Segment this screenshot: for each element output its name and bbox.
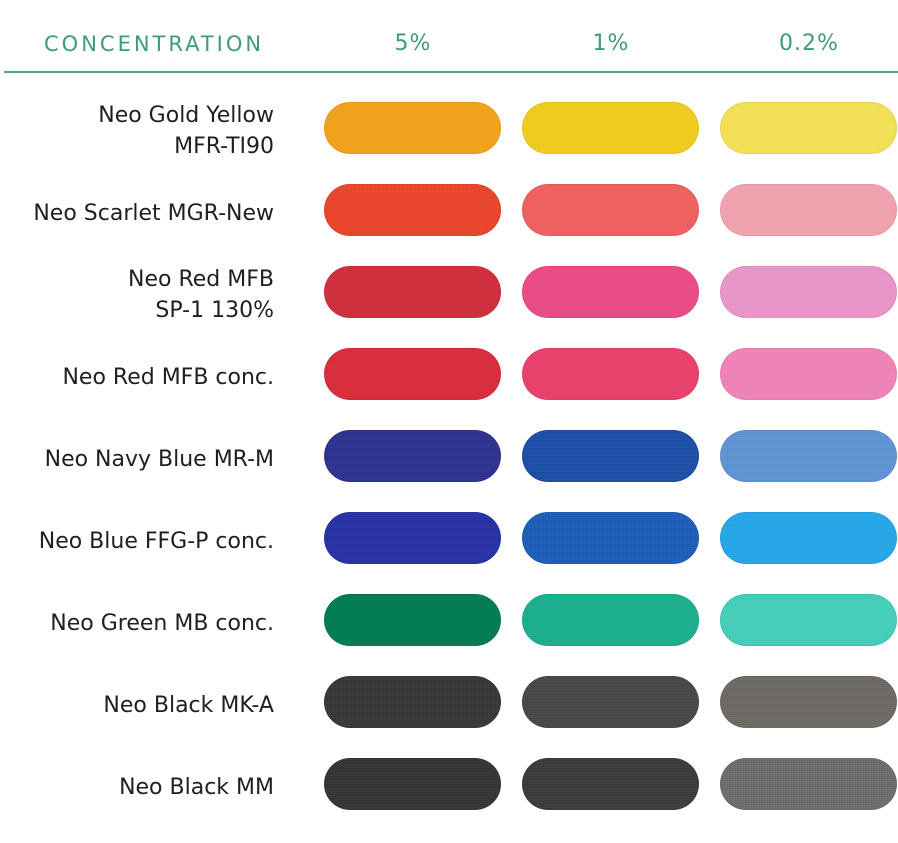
header-divider [4,71,898,73]
dye-row-neo-green: Neo Green MB conc. [0,590,898,656]
color-swatch-0-2-percent [720,184,897,236]
color-swatch-1-percent [522,348,699,400]
color-swatch-5-percent [324,184,501,236]
color-swatch-5-percent [324,512,501,564]
color-swatch-1-percent [522,102,699,154]
color-swatch-1-percent [522,676,699,728]
color-swatch-1-percent [522,430,699,482]
color-swatch-5-percent [324,348,501,400]
dye-name-label: Neo Scarlet MGR-New [0,180,274,246]
dye-row-neo-scarlet: Neo Scarlet MGR-New [0,180,898,246]
dye-name-label: Neo Gold Yellow MFR-TI90 [0,98,274,164]
dye-name-line-1: Neo Black MM [119,774,274,800]
dye-row-neo-red-mfb-sp1: Neo Red MFB SP-1 130% [0,262,898,328]
dye-name-label: Neo Black MM [0,754,274,820]
dye-name-label: Neo Red MFB SP-1 130% [0,262,274,328]
color-swatch-1-percent [522,266,699,318]
dye-row-neo-black-mm: Neo Black MM [0,754,898,820]
dye-row-neo-gold-yellow: Neo Gold Yellow MFR-TI90 [0,98,898,164]
color-swatch-0-2-percent [720,676,897,728]
dye-row-neo-red-mfb-conc: Neo Red MFB conc. [0,344,898,410]
color-swatch-1-percent [522,758,699,810]
color-swatch-5-percent [324,102,501,154]
dye-name-label: Neo Black MK-A [0,672,274,738]
color-swatch-1-percent [522,184,699,236]
dye-row-neo-navy-blue: Neo Navy Blue MR-M [0,426,898,492]
dye-name-line-2: SP-1 130% [155,298,274,323]
concentration-header: CONCENTRATION 5% 1% 0.2% [0,0,898,74]
dye-name-line-1: Neo Blue FFG-P conc. [38,528,274,554]
color-swatch-0-2-percent [720,512,897,564]
dye-name-line-2: MFR-TI90 [174,134,274,159]
color-swatch-5-percent [324,594,501,646]
color-swatch-0-2-percent [720,430,897,482]
dye-name-line-1: Neo Scarlet MGR-New [33,200,274,226]
color-swatch-0-2-percent [720,758,897,810]
dye-row-neo-black-mk-a: Neo Black MK-A [0,672,898,738]
color-swatch-5-percent [324,758,501,810]
concentration-title: CONCENTRATION [44,32,265,56]
dye-name-label: Neo Green MB conc. [0,590,274,656]
color-swatch-1-percent [522,512,699,564]
concentration-0-2-percent-header: 0.2% [779,31,839,56]
dye-name-line-1: Neo Black MK-A [103,692,274,718]
dye-name-label: Neo Blue FFG-P conc. [0,508,274,574]
dye-name-line-1: Neo Green MB conc. [50,610,274,636]
color-swatch-0-2-percent [720,102,897,154]
color-swatch-5-percent [324,430,501,482]
color-swatch-0-2-percent [720,348,897,400]
dye-name-label: Neo Navy Blue MR-M [0,426,274,492]
concentration-1-percent-header: 1% [592,31,630,56]
concentration-5-percent-header: 5% [394,31,432,56]
color-swatch-5-percent [324,266,501,318]
color-swatch-5-percent [324,676,501,728]
dye-name-line-1: Neo Gold Yellow [98,103,274,128]
color-swatch-1-percent [522,594,699,646]
dye-name-label: Neo Red MFB conc. [0,344,274,410]
dye-name-line-1: Neo Red MFB [128,267,274,292]
dye-row-neo-blue-ffg: Neo Blue FFG-P conc. [0,508,898,574]
color-swatch-0-2-percent [720,594,897,646]
dye-name-line-1: Neo Navy Blue MR-M [44,446,274,472]
color-swatch-0-2-percent [720,266,897,318]
dye-name-line-1: Neo Red MFB conc. [62,364,274,390]
